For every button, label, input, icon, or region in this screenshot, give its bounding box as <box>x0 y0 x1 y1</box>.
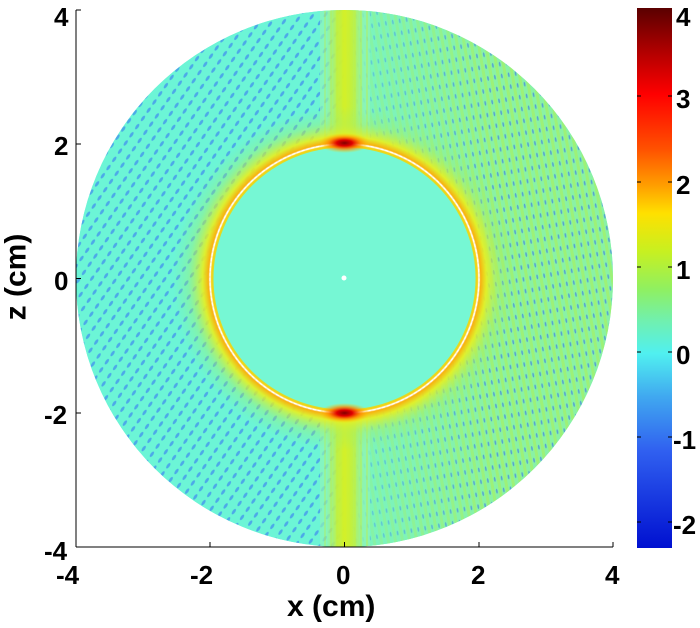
colorbar-tick-label: 0 <box>676 340 691 370</box>
colorbar-tick-label: 2 <box>676 170 691 200</box>
x-axis-title: x (cm) <box>287 590 376 623</box>
colorbar-tick-label: 1 <box>676 255 691 285</box>
x-tick-label: -4 <box>56 560 80 590</box>
y-axis-title: z (cm) <box>0 233 33 321</box>
x-tick-label: 4 <box>605 560 620 590</box>
colorbar-tick-label: 4 <box>676 2 691 32</box>
y-tick-label: -2 <box>44 400 68 430</box>
y-tick-label: 2 <box>54 131 69 161</box>
colorbar-tick-label: -2 <box>673 510 697 540</box>
y-tick-label: 0 <box>54 266 69 296</box>
y-tick-label: -4 <box>44 536 68 566</box>
field-disk <box>76 10 613 547</box>
axes <box>75 9 614 548</box>
colorbar <box>637 8 672 548</box>
y-tick-label: 4 <box>54 2 69 32</box>
x-tick-label: 0 <box>336 560 351 590</box>
colorbar-tick-label: -1 <box>673 425 697 455</box>
x-tick-label: -2 <box>190 560 214 590</box>
x-tick-label: 2 <box>471 560 486 590</box>
point-source <box>341 275 347 281</box>
colorbar-tick-label: 3 <box>676 84 691 114</box>
